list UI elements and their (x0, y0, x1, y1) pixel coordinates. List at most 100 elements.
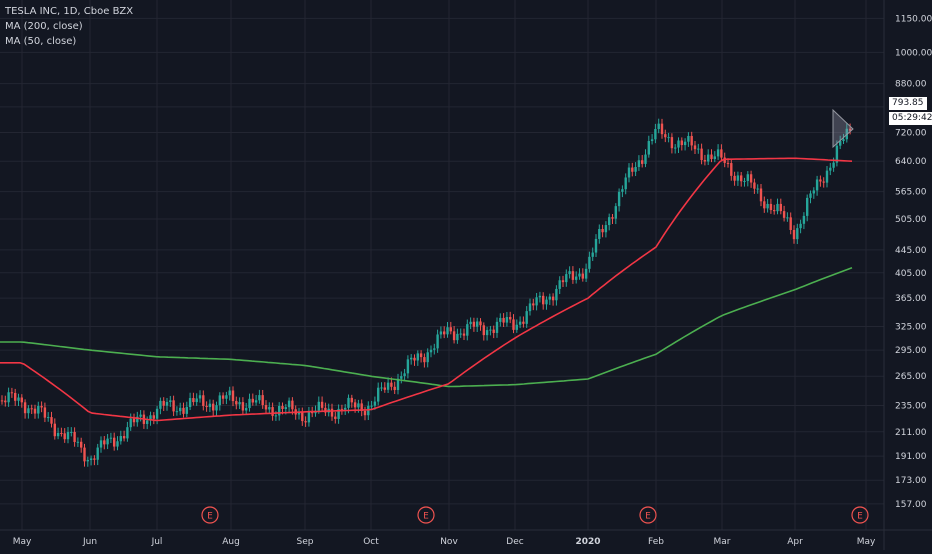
candle-body (835, 145, 839, 163)
earnings-marker[interactable]: E (417, 506, 435, 524)
candle (528, 298, 532, 316)
candle-body (644, 154, 647, 164)
candle (386, 377, 390, 394)
time-tick-label: Aug (222, 537, 240, 547)
candle-body (575, 276, 578, 280)
candle-body (307, 411, 311, 423)
candle-body (786, 217, 789, 219)
candle (30, 404, 33, 415)
candle (109, 432, 113, 444)
candle (594, 234, 598, 258)
candle-body (759, 188, 763, 202)
candle (380, 382, 383, 392)
candle-body (806, 197, 809, 216)
candle (631, 162, 634, 177)
candle-body (528, 303, 532, 312)
candle-body (122, 436, 126, 439)
candle (634, 162, 637, 177)
price-axis[interactable]: 1150.001000.00880.00800.00720.00640.0056… (895, 14, 932, 510)
candle (383, 382, 386, 393)
candle-body (677, 140, 680, 148)
symbol-title[interactable]: TESLA INC, 1D, Cboe BZX (5, 6, 134, 17)
candle (551, 293, 555, 306)
candle-body (594, 238, 598, 253)
earnings-marker[interactable]: E (851, 506, 869, 524)
candle (472, 317, 476, 332)
candle (235, 396, 238, 410)
candle-body (446, 327, 449, 335)
candle (363, 406, 367, 421)
candle (743, 177, 746, 187)
candle (179, 402, 182, 416)
candle-body (284, 407, 287, 410)
candle (403, 368, 406, 382)
candle-body (545, 299, 548, 305)
candle-body (149, 415, 152, 421)
candle-body (730, 163, 733, 176)
candle (456, 328, 459, 344)
candle (4, 395, 7, 407)
candle (776, 198, 779, 215)
ma200-legend[interactable]: MA (200, close) (5, 21, 83, 32)
candle-body (73, 431, 76, 443)
candle-body (617, 191, 621, 207)
candle (485, 326, 489, 341)
candle (515, 319, 518, 333)
candle-body (218, 395, 221, 406)
candle (670, 133, 674, 154)
candle-body (670, 137, 674, 149)
candle (155, 405, 159, 425)
candle (377, 382, 380, 406)
candle-body (116, 441, 119, 447)
candle-body (723, 157, 726, 163)
candle (789, 212, 792, 235)
candle (786, 212, 789, 222)
candle (396, 373, 400, 395)
candle-body (469, 321, 472, 325)
candle-body (746, 174, 749, 181)
earnings-marker[interactable]: E (639, 506, 657, 524)
candle (122, 430, 126, 442)
candle (693, 140, 697, 155)
candle-body (674, 147, 677, 149)
candle (228, 386, 231, 401)
candle (733, 171, 736, 186)
candle-body (769, 203, 773, 211)
candle (301, 407, 304, 426)
candle-body (660, 123, 664, 135)
candle (535, 293, 538, 311)
candle (654, 123, 657, 144)
candle-body (162, 400, 165, 406)
candle-body (627, 167, 631, 178)
candle (812, 187, 815, 199)
candle (241, 397, 245, 415)
time-tick-label: Mar (714, 537, 731, 547)
candle (436, 329, 439, 353)
candle (730, 158, 733, 181)
candle (746, 171, 749, 187)
candle-body (555, 288, 558, 301)
candle-body (291, 400, 294, 410)
candle (66, 426, 70, 444)
candle-body (202, 395, 205, 406)
candle-body (47, 417, 50, 419)
candle-body (274, 415, 278, 417)
candle (466, 319, 469, 341)
candle-body (221, 395, 225, 399)
candle (264, 400, 268, 414)
candle-body (324, 407, 327, 413)
candle-body (271, 407, 274, 416)
time-axis[interactable]: May Jun Jul Aug Sep Oct Nov Dec 2020 Feb Mar Apr May (13, 537, 876, 547)
candle (149, 411, 152, 426)
candle (337, 404, 340, 424)
candle-body (373, 401, 377, 406)
earnings-marker[interactable]: E (201, 506, 219, 524)
candle-body (756, 188, 759, 190)
candle (680, 137, 683, 151)
candle-body (558, 280, 561, 289)
ma50-legend[interactable]: MA (50, close) (5, 36, 77, 47)
